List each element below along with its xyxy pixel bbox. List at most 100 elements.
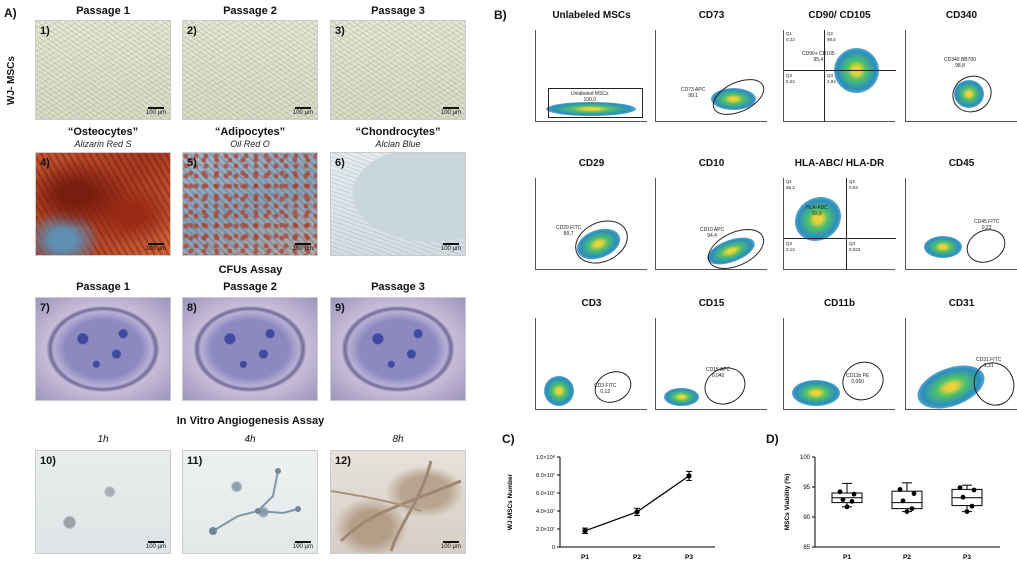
quadrant-label: Q2 xyxy=(849,179,856,184)
cfu-image-passage-2: 8) xyxy=(182,297,318,401)
growth-curve-chart: 0 2.0×10⁷ 4.0×10⁷ 6.0×10⁷ 8.0×10⁷ 1.0×10⁸ WJ-M… xyxy=(507,454,715,561)
gate-name: Unlabeled MSCs xyxy=(571,91,609,97)
y-tick-label: 1.0×10⁸ xyxy=(536,454,555,461)
angio-time-4h: 4h xyxy=(244,434,256,445)
data-point xyxy=(904,509,910,514)
x-tick-label: P3 xyxy=(685,554,693,561)
image-number: 11) xyxy=(187,455,203,467)
gate-label: CD10 APC 94,4 xyxy=(700,227,725,239)
event-cloud xyxy=(792,380,840,406)
scale-bar: 100 µm xyxy=(441,107,461,116)
flow-plot-title: HLA-ABC/ HLA-DR xyxy=(794,158,885,169)
flow-plot-title: CD90/ CD105 xyxy=(808,10,871,21)
gate-name: CD15 APC xyxy=(706,367,731,373)
event-cloud xyxy=(664,388,699,406)
gate-ellipse xyxy=(707,71,770,123)
y-tick-label: 2.0×10⁷ xyxy=(536,526,555,533)
image-number: 8) xyxy=(187,302,197,314)
flow-plot-title: CD45 xyxy=(948,158,975,169)
adipocytes-title: “Adipocytes” xyxy=(214,126,286,138)
scale-bar: 100 µm xyxy=(441,541,461,550)
chondrocytes-stain: Alcian Blue xyxy=(375,139,421,149)
culture-image-passage-1: 1) 100 µm xyxy=(35,20,171,120)
gate-percentage: 0,12 xyxy=(600,388,611,395)
gate-name: CD3 FITC xyxy=(594,383,617,389)
quadrant-label: 0,22 xyxy=(786,79,795,84)
box xyxy=(891,490,923,510)
cfu-passage-3-header: Passage 3 xyxy=(371,281,425,293)
flow-plot: CD90/ CD105 Q1 0,22 Q2 98,5 Q4 0,22 Q3 2,94 CD90+… xyxy=(783,10,896,122)
event-cloud xyxy=(924,236,962,258)
data-point xyxy=(969,503,975,509)
quadrant-label: 98,5 xyxy=(827,37,836,42)
gate-name: CD10 APC xyxy=(700,227,725,233)
gate-label: CD31 FITC 1,31 xyxy=(976,357,1001,369)
flow-plot-title: CD73 xyxy=(698,10,725,21)
quadrant-label: 2,94 xyxy=(827,79,836,84)
event-cloud xyxy=(546,102,636,116)
gate-name: CD45 FITC xyxy=(974,219,1000,225)
image-number: 4) xyxy=(40,157,50,169)
flow-plot: CD10 CD10 APC 94,4 xyxy=(655,158,771,278)
gate-label: CD90+ CD105 95,4 xyxy=(802,51,835,63)
image-number: 7) xyxy=(40,302,50,314)
data-point xyxy=(844,504,850,510)
gate-ellipse xyxy=(568,212,635,272)
image-number: 9) xyxy=(335,302,345,314)
passage-1-header: Passage 1 xyxy=(76,5,130,17)
data-point xyxy=(909,506,915,511)
passage-2-header: Passage 2 xyxy=(223,5,277,17)
gate-ellipse xyxy=(946,69,998,119)
series-line xyxy=(584,475,690,532)
gate-percentage: 98,8 xyxy=(955,62,965,69)
cfu-passage-1-header: Passage 1 xyxy=(76,281,130,293)
data-point xyxy=(582,528,588,534)
image-number: 2) xyxy=(187,25,197,37)
quadrant-divider xyxy=(784,70,896,71)
gate-name: CD29 FITC xyxy=(556,225,582,231)
flow-plot-title: CD340 xyxy=(945,10,978,21)
flow-plot: CD31 CD31 FITC 1,31 xyxy=(905,298,1017,417)
viability-boxplot: 85 90 95 100 MSCs Viability (%) P1 P2 P3 xyxy=(784,455,1000,561)
gate-name: HLA-ABC xyxy=(806,205,828,211)
adipocytes-image: 5) 100 µm xyxy=(182,152,318,256)
angiogenesis-title: In Vitro Angiogenesis Assay xyxy=(176,415,325,427)
gate-percentage: 99,1 xyxy=(688,92,698,99)
quadrant-label: 0,63 xyxy=(849,185,858,190)
gate-name: CD340 BB700 xyxy=(944,57,976,63)
quadrant-divider xyxy=(824,30,825,122)
flow-plot: CD73 CD73 APC 99,1 xyxy=(655,10,770,123)
quadrant-label: 3,12 xyxy=(786,247,795,252)
chondrocytes-title: “Chondrocytes” xyxy=(355,126,441,138)
y-tick-label: 90 xyxy=(803,515,810,521)
panel-b-letter: B) xyxy=(494,8,507,22)
gate-label: CD11b PE 0,060 xyxy=(846,373,869,385)
data-point xyxy=(911,491,917,496)
gate-name: CD90+ CD105 xyxy=(802,51,835,57)
angio-time-1h: 1h xyxy=(97,434,109,445)
scale-bar: 100 µm xyxy=(441,243,461,252)
culture-image-passage-3: 3) 100 µm xyxy=(330,20,466,120)
quadrant-label: Q2 xyxy=(827,31,834,36)
osteocytes-stain: Alizarin Red S xyxy=(74,139,132,149)
data-point xyxy=(897,487,903,492)
scale-bar: 100 µm xyxy=(146,243,166,252)
x-tick-label: P3 xyxy=(963,554,971,561)
angio-time-8h: 8h xyxy=(392,434,404,445)
data-point xyxy=(849,499,855,504)
event-cloud xyxy=(954,80,984,108)
flow-plot-title: CD3 xyxy=(581,298,602,309)
x-tick-label: P1 xyxy=(581,554,589,561)
image-number: 10) xyxy=(40,455,56,467)
gate-percentage: 0,040 xyxy=(711,372,725,379)
x-tick-label: P2 xyxy=(633,554,641,561)
angio-image-4h: 11) 100 µm xyxy=(182,450,318,554)
cfu-passage-2-header: Passage 2 xyxy=(223,281,277,293)
gate-label: CD45 FITC 0,23 xyxy=(974,219,1000,231)
gate-label: CD3 FITC 0,12 xyxy=(594,383,617,395)
y-tick-label: 85 xyxy=(803,545,810,551)
flow-plot: CD15 CD15 APC 0,040 xyxy=(655,298,767,412)
tube-network xyxy=(331,460,462,552)
quadrant-label: Q1 xyxy=(786,179,793,184)
gate-percentage: 1,31 xyxy=(983,362,994,369)
